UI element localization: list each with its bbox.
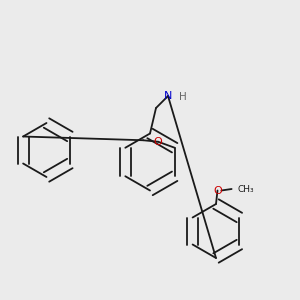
Text: H: H	[178, 92, 186, 103]
Text: CH₃: CH₃	[237, 184, 254, 194]
Text: O: O	[154, 137, 163, 147]
Text: N: N	[164, 91, 172, 101]
Text: O: O	[213, 185, 222, 196]
